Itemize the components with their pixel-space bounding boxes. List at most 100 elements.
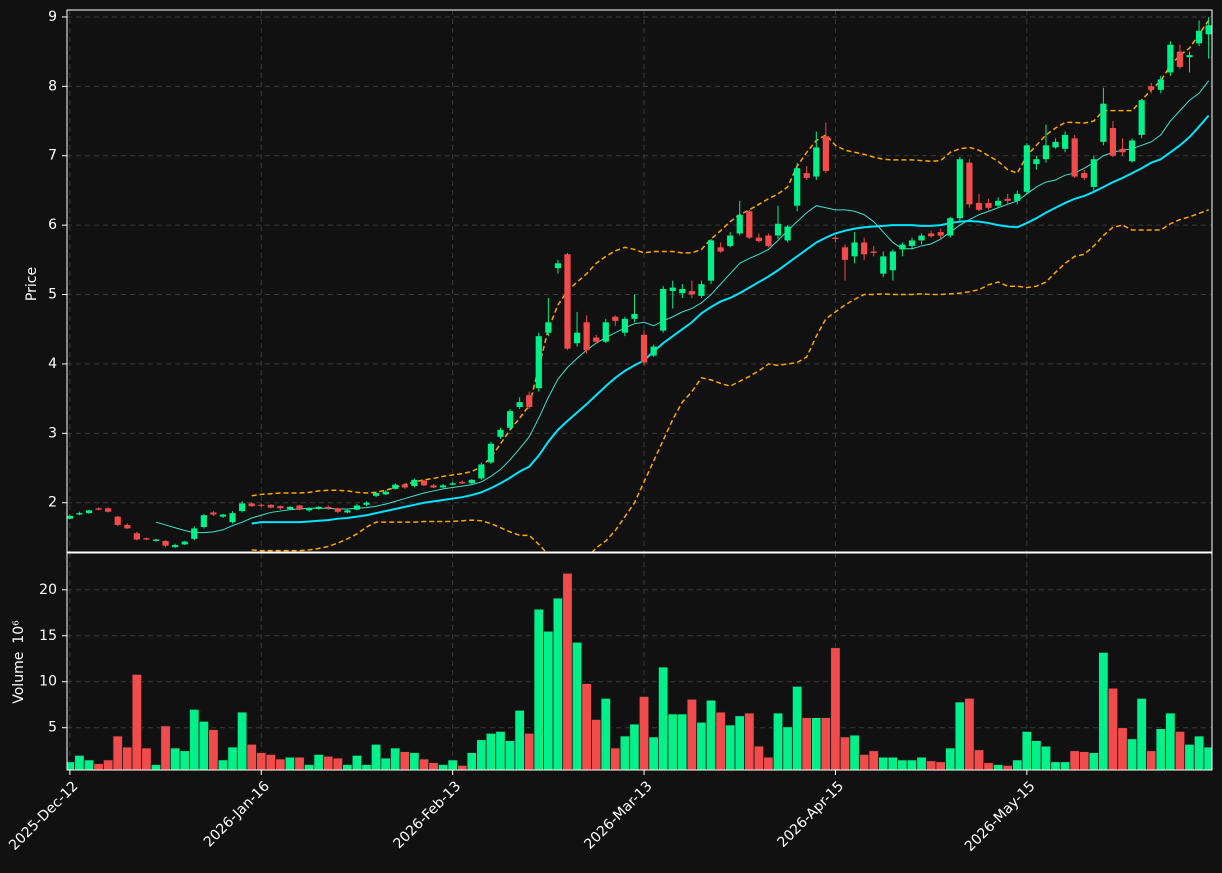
volume-bar	[447, 759, 458, 770]
candle-body	[286, 506, 294, 509]
candle-body	[210, 512, 217, 515]
y-tick-label: 8	[48, 78, 57, 94]
candle-body	[688, 291, 696, 295]
volume-bar	[878, 756, 889, 770]
volume-bar	[1193, 735, 1205, 770]
candle-body	[114, 516, 121, 525]
candle-body	[1100, 103, 1107, 142]
volume-bar	[945, 747, 956, 770]
candle-body	[439, 485, 447, 488]
volume-frame	[66, 552, 1213, 771]
candle-body	[956, 159, 963, 219]
candle-body	[229, 513, 236, 523]
y-tick-label: 20	[39, 582, 57, 598]
candle-body	[1205, 25, 1212, 35]
volume-bar	[294, 756, 305, 770]
candle-body	[564, 254, 571, 349]
candle-body	[133, 533, 140, 540]
volume-bar	[1107, 687, 1119, 770]
candle-body	[277, 506, 284, 509]
price-plot	[67, 10, 1212, 552]
candle-body	[535, 336, 542, 389]
volume-bar	[992, 764, 1004, 770]
volume-bar	[868, 750, 879, 770]
volume-bar	[705, 699, 717, 770]
volume-bar	[1059, 761, 1071, 770]
candle-body	[1148, 86, 1155, 90]
volume-bar	[256, 752, 267, 770]
volume-bar	[791, 685, 803, 770]
volume-bar	[1012, 759, 1023, 770]
y-tick-label: 5	[48, 720, 57, 736]
volume-bar	[160, 725, 171, 770]
candle-body	[487, 443, 495, 463]
volume-bar	[954, 701, 966, 770]
volume-bar	[303, 764, 315, 770]
volume-bar	[514, 709, 525, 770]
y-tick-label: 4	[48, 356, 57, 372]
volume-bar	[409, 752, 420, 770]
candle-body	[640, 334, 648, 363]
volume-bar	[437, 764, 449, 770]
volume-bar	[246, 743, 257, 770]
candle-body	[353, 505, 361, 510]
volume-bar	[591, 719, 602, 770]
candle-body	[727, 235, 734, 246]
candle-body	[516, 402, 523, 407]
volume-bar	[418, 758, 430, 770]
volume-bar	[476, 739, 487, 770]
volume-bar	[983, 762, 994, 770]
candle-body	[1157, 79, 1164, 90]
candle-body	[746, 211, 753, 238]
candle-body	[669, 287, 676, 292]
volume-bar	[380, 757, 391, 770]
indicator-line	[155, 80, 1210, 534]
candle-body	[382, 491, 389, 495]
volume-bar	[1069, 750, 1080, 770]
volume-bar	[610, 747, 621, 770]
volume-bar	[820, 717, 832, 770]
volume-bar	[265, 753, 277, 770]
indicator-line	[251, 114, 1210, 525]
volume-bar	[342, 764, 353, 770]
candle-body	[995, 200, 1002, 206]
candle-body	[506, 411, 514, 428]
volume-bar	[1098, 651, 1109, 770]
volume-bar	[1184, 743, 1195, 770]
candle-body	[928, 233, 935, 237]
volume-bar	[686, 698, 698, 770]
candle-body	[1138, 100, 1145, 135]
candle-body	[219, 514, 227, 517]
candle-body	[899, 244, 906, 250]
volume-bar	[830, 647, 841, 770]
candle-body	[794, 168, 801, 206]
candle-body	[1109, 127, 1117, 156]
volume-bar	[543, 630, 554, 770]
candle-body	[325, 506, 332, 509]
price-frame	[66, 9, 1213, 553]
volume-bar	[428, 762, 439, 770]
candle-body	[420, 480, 428, 486]
volume-bar	[485, 732, 497, 770]
volume-bar	[399, 751, 410, 770]
volume-bar	[964, 697, 975, 770]
volume-bar	[1155, 728, 1166, 770]
volume-bar	[150, 764, 162, 770]
candle-body	[248, 503, 255, 507]
candle-body	[813, 147, 820, 177]
candle-body	[497, 429, 504, 437]
y-tick-label: 9	[48, 9, 57, 25]
candle-body	[143, 538, 150, 540]
candle-body	[411, 479, 418, 487]
volume-bar	[1079, 751, 1090, 770]
volume-bar	[600, 697, 611, 770]
candle-body	[172, 545, 179, 548]
volume-bar	[1021, 730, 1033, 770]
candle-body	[191, 528, 198, 539]
candle-body	[76, 513, 83, 515]
candle-body	[851, 242, 858, 257]
price-axis-label: Price	[24, 267, 40, 301]
candle-body	[124, 524, 131, 529]
candle-body	[621, 318, 629, 333]
y-tick-label: 5	[48, 287, 57, 303]
